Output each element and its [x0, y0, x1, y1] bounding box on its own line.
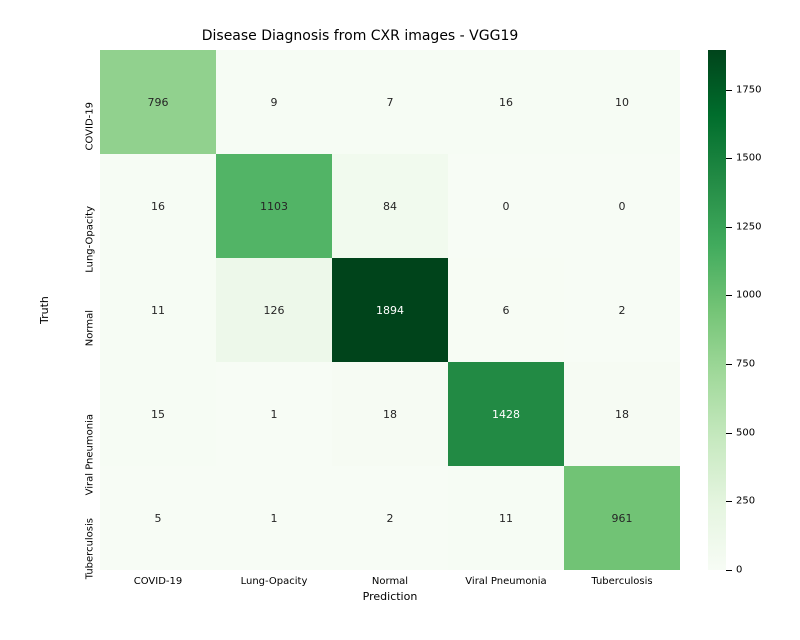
heatmap-cell: 84: [332, 154, 448, 258]
heatmap-row: 15118142818: [100, 362, 680, 466]
heatmap-cell: 1428: [448, 362, 564, 466]
heatmap-cell: 10: [564, 50, 680, 154]
heatmap-cell: 15: [100, 362, 216, 466]
heatmap-row: 11126189462: [100, 258, 680, 362]
colorbar-tick-label: 750: [736, 359, 755, 370]
heatmap-cell: 11: [100, 258, 216, 362]
heatmap-cell: 2: [332, 466, 448, 570]
heatmap-cell: 7: [332, 50, 448, 154]
heatmap-cell: 2: [564, 258, 680, 362]
colorbar-tick-label: 250: [736, 496, 755, 507]
x-tick-label: COVID-19: [100, 572, 216, 587]
heatmap-cell: 961: [564, 466, 680, 570]
heatmap-cell: 16: [100, 154, 216, 258]
heatmap-cell: 18: [564, 362, 680, 466]
x-tick-label: Normal: [332, 572, 448, 587]
colorbar-tick-label: 0: [736, 565, 742, 576]
x-tick-label: Viral Pneumonia: [448, 572, 564, 587]
x-tick-label: Lung-Opacity: [216, 572, 332, 587]
confusion-matrix-heatmap: 7969716101611038400111261894621511814281…: [100, 50, 680, 570]
heatmap-cell: 18: [332, 362, 448, 466]
heatmap-row: 51211961: [100, 466, 680, 570]
heatmap-cell: 1103: [216, 154, 332, 258]
heatmap-cell: 796: [100, 50, 216, 154]
heatmap-cell: 16: [448, 50, 564, 154]
x-tick-labels: COVID-19Lung-OpacityNormalViral Pneumoni…: [100, 572, 680, 587]
heatmap-row: 1611038400: [100, 154, 680, 258]
colorbar-tick: [726, 90, 732, 91]
heatmap-cell: 5: [100, 466, 216, 570]
heatmap-row: 796971610: [100, 50, 680, 154]
heatmap-cell: 126: [216, 258, 332, 362]
colorbar-tick: [726, 227, 732, 228]
colorbar-tick: [726, 364, 732, 365]
x-tick-label: Tuberculosis: [564, 572, 680, 587]
chart-title: Disease Diagnosis from CXR images - VGG1…: [0, 28, 720, 44]
y-tick-labels: COVID-19Lung-OpacityNormalViral Pneumoni…: [0, 50, 96, 570]
colorbar-tick: [726, 501, 732, 502]
colorbar-tick-label: 1000: [736, 290, 761, 301]
colorbar-tick: [726, 570, 732, 571]
colorbar-tick: [726, 295, 732, 296]
colorbar-tick: [726, 158, 732, 159]
colorbar-tick-label: 1750: [736, 84, 761, 95]
colorbar-tick-label: 500: [736, 427, 755, 438]
heatmap-cell: 9: [216, 50, 332, 154]
heatmap-cell: 0: [448, 154, 564, 258]
colorbar: 02505007501000125015001750: [708, 50, 780, 570]
colorbar-tick: [726, 433, 732, 434]
heatmap-cell: 1894: [332, 258, 448, 362]
heatmap-cell: 1: [216, 466, 332, 570]
colorbar-tick-label: 1250: [736, 221, 761, 232]
y-tick-label: Tuberculosis: [85, 518, 96, 640]
heatmap-cell: 0: [564, 154, 680, 258]
heatmap-cell: 1: [216, 362, 332, 466]
colorbar-tick-label: 1500: [736, 153, 761, 164]
x-axis-label: Prediction: [100, 590, 680, 603]
colorbar-gradient: [708, 50, 726, 570]
heatmap-cell: 11: [448, 466, 564, 570]
figure: Disease Diagnosis from CXR images - VGG1…: [0, 0, 800, 640]
heatmap-cell: 6: [448, 258, 564, 362]
